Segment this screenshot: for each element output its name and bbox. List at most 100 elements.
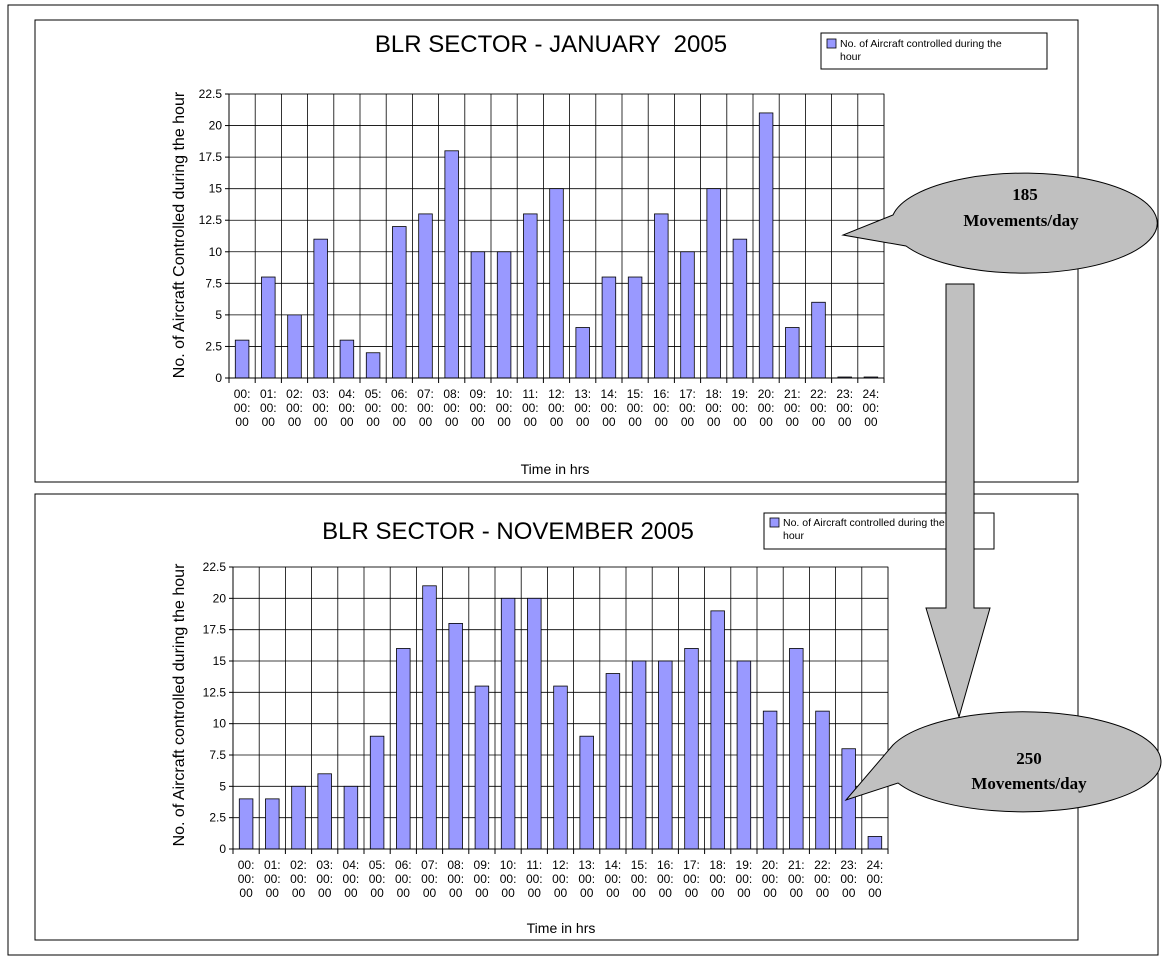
y-tick-label: 7.5 [209,748,226,762]
x-tick-label: 10: 00: 00 [500,858,517,900]
callout-november-number: 250 [1016,749,1042,768]
x-tick-label: 17: 00: 00 [679,387,696,429]
bar [317,773,332,850]
chart-november: BLR SECTOR - NOVEMBER 2005 No. of Aircra… [34,493,1079,941]
callout-november-bubble [844,711,1162,813]
y-tick-label: 22.5 [199,87,223,101]
x-tick-label: 15: 00: 00 [631,858,648,900]
x-tick-label: 10: 00: 00 [496,387,513,429]
chart-november-xticks: 00: 00: 00 01: 00: 00 02: 00: 00 03: 00: 00 04: 00: 00… [238,858,883,900]
x-tick-label: 22: 00: 00 [810,387,827,429]
x-tick-label: 11: 00: 00 [526,858,543,900]
bar [601,276,617,379]
x-tick-label: 20: 00: 00 [762,858,779,900]
x-tick-label: 23: 00: 00 [840,858,857,900]
bar [470,251,486,379]
bar [261,276,276,379]
bar [658,660,673,850]
x-tick-label: 09: 00: 00 [474,858,491,900]
bar [523,213,538,379]
bar [339,339,355,379]
x-tick-label: 23: 00: 00 [836,387,853,429]
callout-january-number: 185 [1012,185,1038,204]
x-tick-label: 22: 00: 00 [814,858,831,900]
bar [500,597,516,850]
x-tick-label: 20: 00: 00 [758,387,775,429]
chart-january-xlabel: Time in hrs [521,461,590,477]
x-tick-label: 02: 00: 00 [286,387,303,429]
chart-november-title: BLR SECTOR - NOVEMBER 2005 [322,518,694,545]
bar [291,785,306,850]
x-tick-label: 18: 00: 00 [709,858,726,900]
y-tick-label: 5 [215,308,222,322]
x-tick-label: 19: 00: 00 [732,387,749,429]
chart-january-ylabel: No. of Aircraft Controlled during the ho… [171,91,188,378]
x-tick-label: 06: 00: 00 [395,858,412,900]
bar [680,251,695,379]
x-tick-label: 02: 00: 00 [290,858,307,900]
chart-january: BLR SECTOR - JANUARY 2005 No. of Aircraf… [34,19,1079,483]
y-tick-label: 15 [209,182,223,196]
chart-january-yticks: 0 2.5 5 7.5 10 12.5 15 17.5 20 22.5 [199,87,223,385]
x-tick-label: 01: 00: 00 [264,858,281,900]
x-tick-label: 16: 00: 00 [653,387,670,429]
bar [654,213,669,379]
x-tick-label: 03: 00: 00 [312,387,329,429]
x-tick-label: 16: 00: 00 [657,858,674,900]
bar [396,648,411,850]
chart-november-axes [229,566,889,854]
bar [553,685,568,850]
bar [474,685,490,850]
x-tick-label: 19: 00: 00 [736,858,753,900]
down-arrow-icon [925,283,991,719]
legend-label: No. of Aircraft controlled during the ho… [783,517,948,542]
chart-january-title: BLR SECTOR - JANUARY 2005 [375,31,727,58]
bar [627,276,643,379]
x-tick-label: 04: 00: 00 [343,858,360,900]
legend-label: No. of Aircraft controlled during the ho… [840,38,1005,63]
x-tick-label: 21: 00: 00 [788,858,805,900]
x-tick-label: 11: 00: 00 [522,387,539,429]
x-tick-label: 17: 00: 00 [683,858,700,900]
bar [762,710,778,850]
x-tick-label: 05: 00: 00 [369,858,386,900]
y-tick-label: 2.5 [209,811,226,825]
y-tick-label: 5 [219,779,226,793]
chart-january-axes [225,93,885,383]
callout-november-text: Movements/day [971,774,1087,793]
x-tick-label: 00: 00: 00 [234,387,251,429]
callout-january: 185 Movements/day [841,172,1158,274]
x-tick-label: 21: 00: 00 [784,387,801,429]
bar [631,660,647,850]
bar [710,610,725,850]
legend-swatch [826,38,837,49]
chart-january-legend: No. of Aircraft controlled during the ho… [820,32,1048,70]
bar [343,785,359,850]
callout-january-bubble [841,172,1158,274]
x-tick-label: 15: 00: 00 [627,387,644,429]
y-tick-label: 20 [209,119,223,133]
bar [313,238,328,379]
callout-november: 250 Movements/day [844,711,1162,813]
x-tick-label: 05: 00: 00 [365,387,382,429]
legend-box [820,32,1048,70]
y-tick-label: 10 [213,717,227,731]
bar [265,798,280,850]
bar [684,648,699,850]
bar [422,585,437,850]
x-tick-label: 04: 00: 00 [339,387,356,429]
x-tick-label: 12: 00: 00 [552,858,569,900]
x-tick-label: 13: 00: 00 [578,858,595,900]
x-tick-label: 08: 00: 00 [447,858,464,900]
x-tick-label: 14: 00: 00 [605,858,622,900]
bar [789,648,804,850]
x-tick-label: 09: 00: 00 [470,387,487,429]
y-tick-label: 15 [213,654,227,668]
bar [732,238,748,379]
bar [706,188,721,379]
y-tick-label: 7.5 [205,276,222,290]
y-tick-label: 12.5 [203,685,227,699]
bar [605,673,621,850]
bar [785,327,800,379]
